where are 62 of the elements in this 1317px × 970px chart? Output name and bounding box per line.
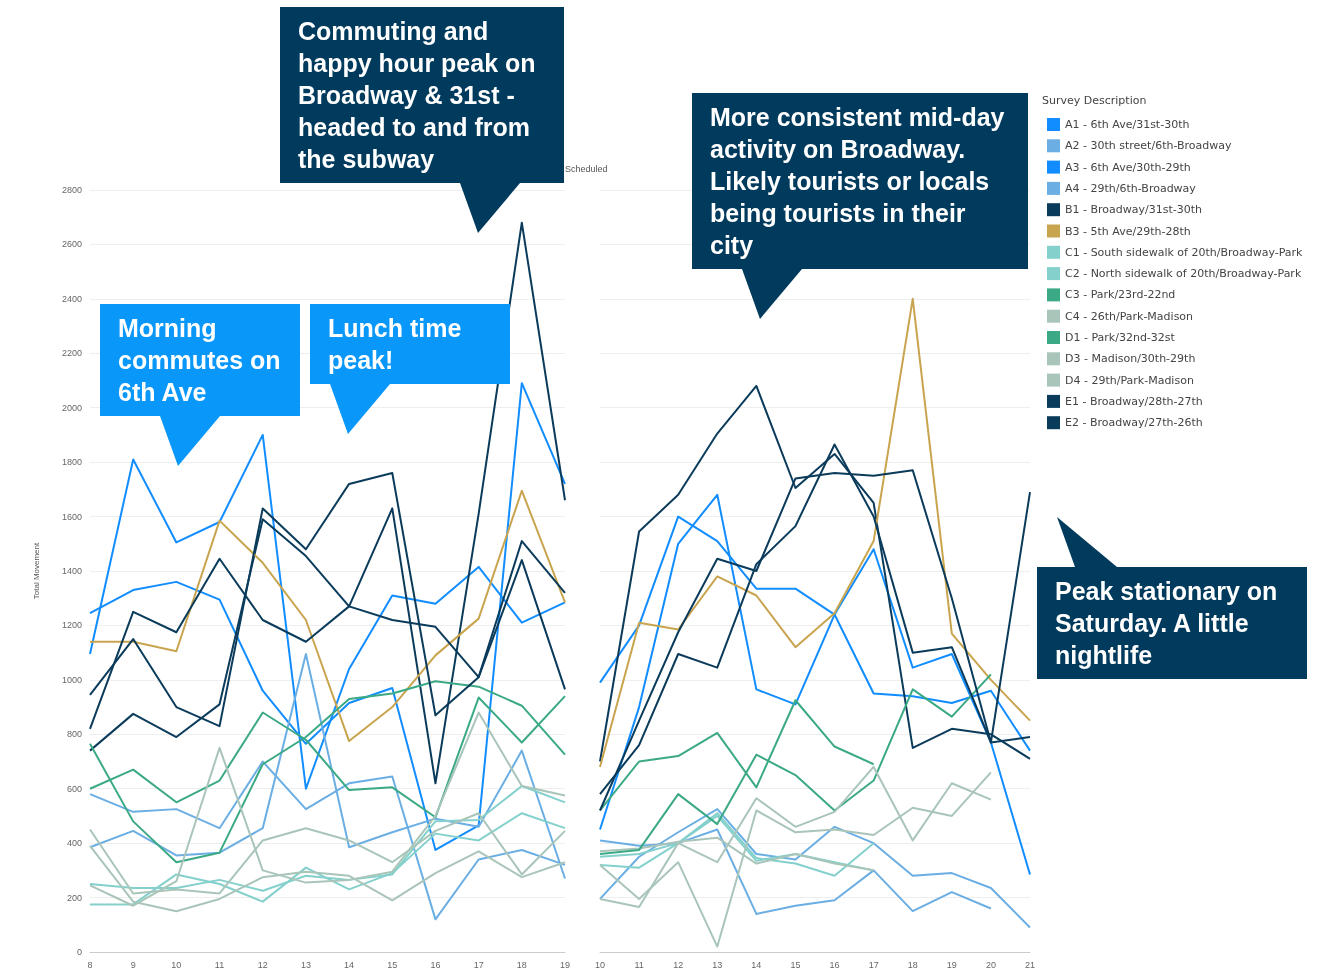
y-tick-label: 1000: [61, 674, 82, 685]
legend-label: A1 - 6th Ave/31st-30th: [1065, 118, 1190, 131]
y-tick-label: 800: [66, 729, 82, 740]
x-tick-label: 21: [1024, 959, 1036, 970]
x-tick-label: 18: [516, 959, 527, 970]
y-tick-label: 600: [66, 783, 82, 794]
x-tick-label: 14: [751, 959, 762, 970]
x-tick-label: 16: [430, 959, 441, 970]
y-tick-label: 1600: [61, 511, 82, 522]
legend-label: E2 - Broadway/27th-26th: [1065, 416, 1203, 430]
annotation: Morning commutes on 6th Ave: [100, 304, 300, 416]
x-tick-label: 15: [387, 959, 398, 970]
x-tick-label: 12: [673, 959, 684, 970]
text: Scheduled: [565, 164, 608, 174]
x-tick-label: 17: [868, 959, 879, 970]
x-tick-label: 13: [712, 959, 723, 970]
x-tick-label: 19: [946, 959, 957, 970]
text: Peak stationary on Saturday. A little nightlife: [1037, 567, 1307, 679]
legend-label: A3 - 6th Ave/30th-29th: [1065, 160, 1191, 174]
text: Commuting and happy hour peak on Broadway & 31st - headed to and from the subway: [280, 7, 564, 183]
legend-label: B1 - Broadway/31st-30th: [1065, 203, 1203, 217]
x-tick-label: 20: [985, 959, 996, 970]
legend-label: C4 - 26th/Park-Madison: [1065, 309, 1194, 323]
x-tick-label: 10: [171, 959, 182, 970]
y-tick-label: 400: [66, 838, 82, 849]
x-tick-label: 17: [473, 959, 484, 970]
y-axis-title: Total Movement: [31, 541, 41, 600]
x-tick-label: 18: [907, 959, 918, 970]
x-tick-label: 11: [634, 959, 644, 970]
y-tick-label: 2800: [61, 185, 82, 195]
x-tick-label: 15: [790, 959, 801, 970]
x-tick-label: 11: [214, 959, 225, 970]
x-tick-label: 19: [559, 959, 571, 970]
x-tick-label: 16: [829, 959, 840, 970]
legend-label: D1 - Park/32nd-32st: [1065, 331, 1176, 344]
legend-title: Survey Description: [1042, 94, 1147, 107]
x-tick-label: 12: [257, 959, 268, 970]
legend-label: C2 - North sidewalk of 20th/Broadway-Park: [1065, 267, 1302, 281]
legend-label: A2 - 30th street/6th-Broadway: [1065, 139, 1233, 153]
y-tick-label: 1200: [61, 620, 82, 631]
annotation: Lunch time peak!: [310, 304, 510, 384]
legend-label: E1 - Broadway/28th-27th: [1065, 394, 1203, 408]
legend-label: C1 - South sidewalk of 20th/Broadway-Park: [1065, 245, 1304, 259]
y-tick-label: 2600: [61, 239, 82, 250]
x-tick-label: 13: [300, 959, 311, 970]
legend-label: C3 - Park/23rd-22nd: [1065, 288, 1176, 302]
y-tick-label: 1800: [61, 457, 82, 468]
x-tick-label: 8: [87, 959, 93, 970]
annotation: More consistent mid-day activity on Broadway. Likely tourists or locals being tourists in their city: [692, 93, 1028, 269]
y-tick-label: 200: [66, 892, 82, 903]
y-tick-label: 2000: [61, 402, 82, 413]
legend-label: D4 - 29th/Park-Madison: [1065, 373, 1194, 387]
legend-label: A4 - 29th/6th-Broadway: [1065, 181, 1197, 195]
y-tick-label: 1400: [61, 566, 82, 576]
y-tick-label: 2400: [61, 293, 82, 304]
x-tick-label: 14: [344, 959, 355, 970]
legend-label: D3 - Madison/30th-29th: [1065, 352, 1196, 366]
y-tick-label: 2200: [61, 348, 82, 359]
legend-label: B3 - 5th Ave/29th-28th: [1065, 224, 1191, 238]
y-tick-label: 0: [76, 947, 82, 957]
x-tick-label: 9: [130, 959, 136, 970]
x-tick-label: 10: [594, 959, 606, 970]
